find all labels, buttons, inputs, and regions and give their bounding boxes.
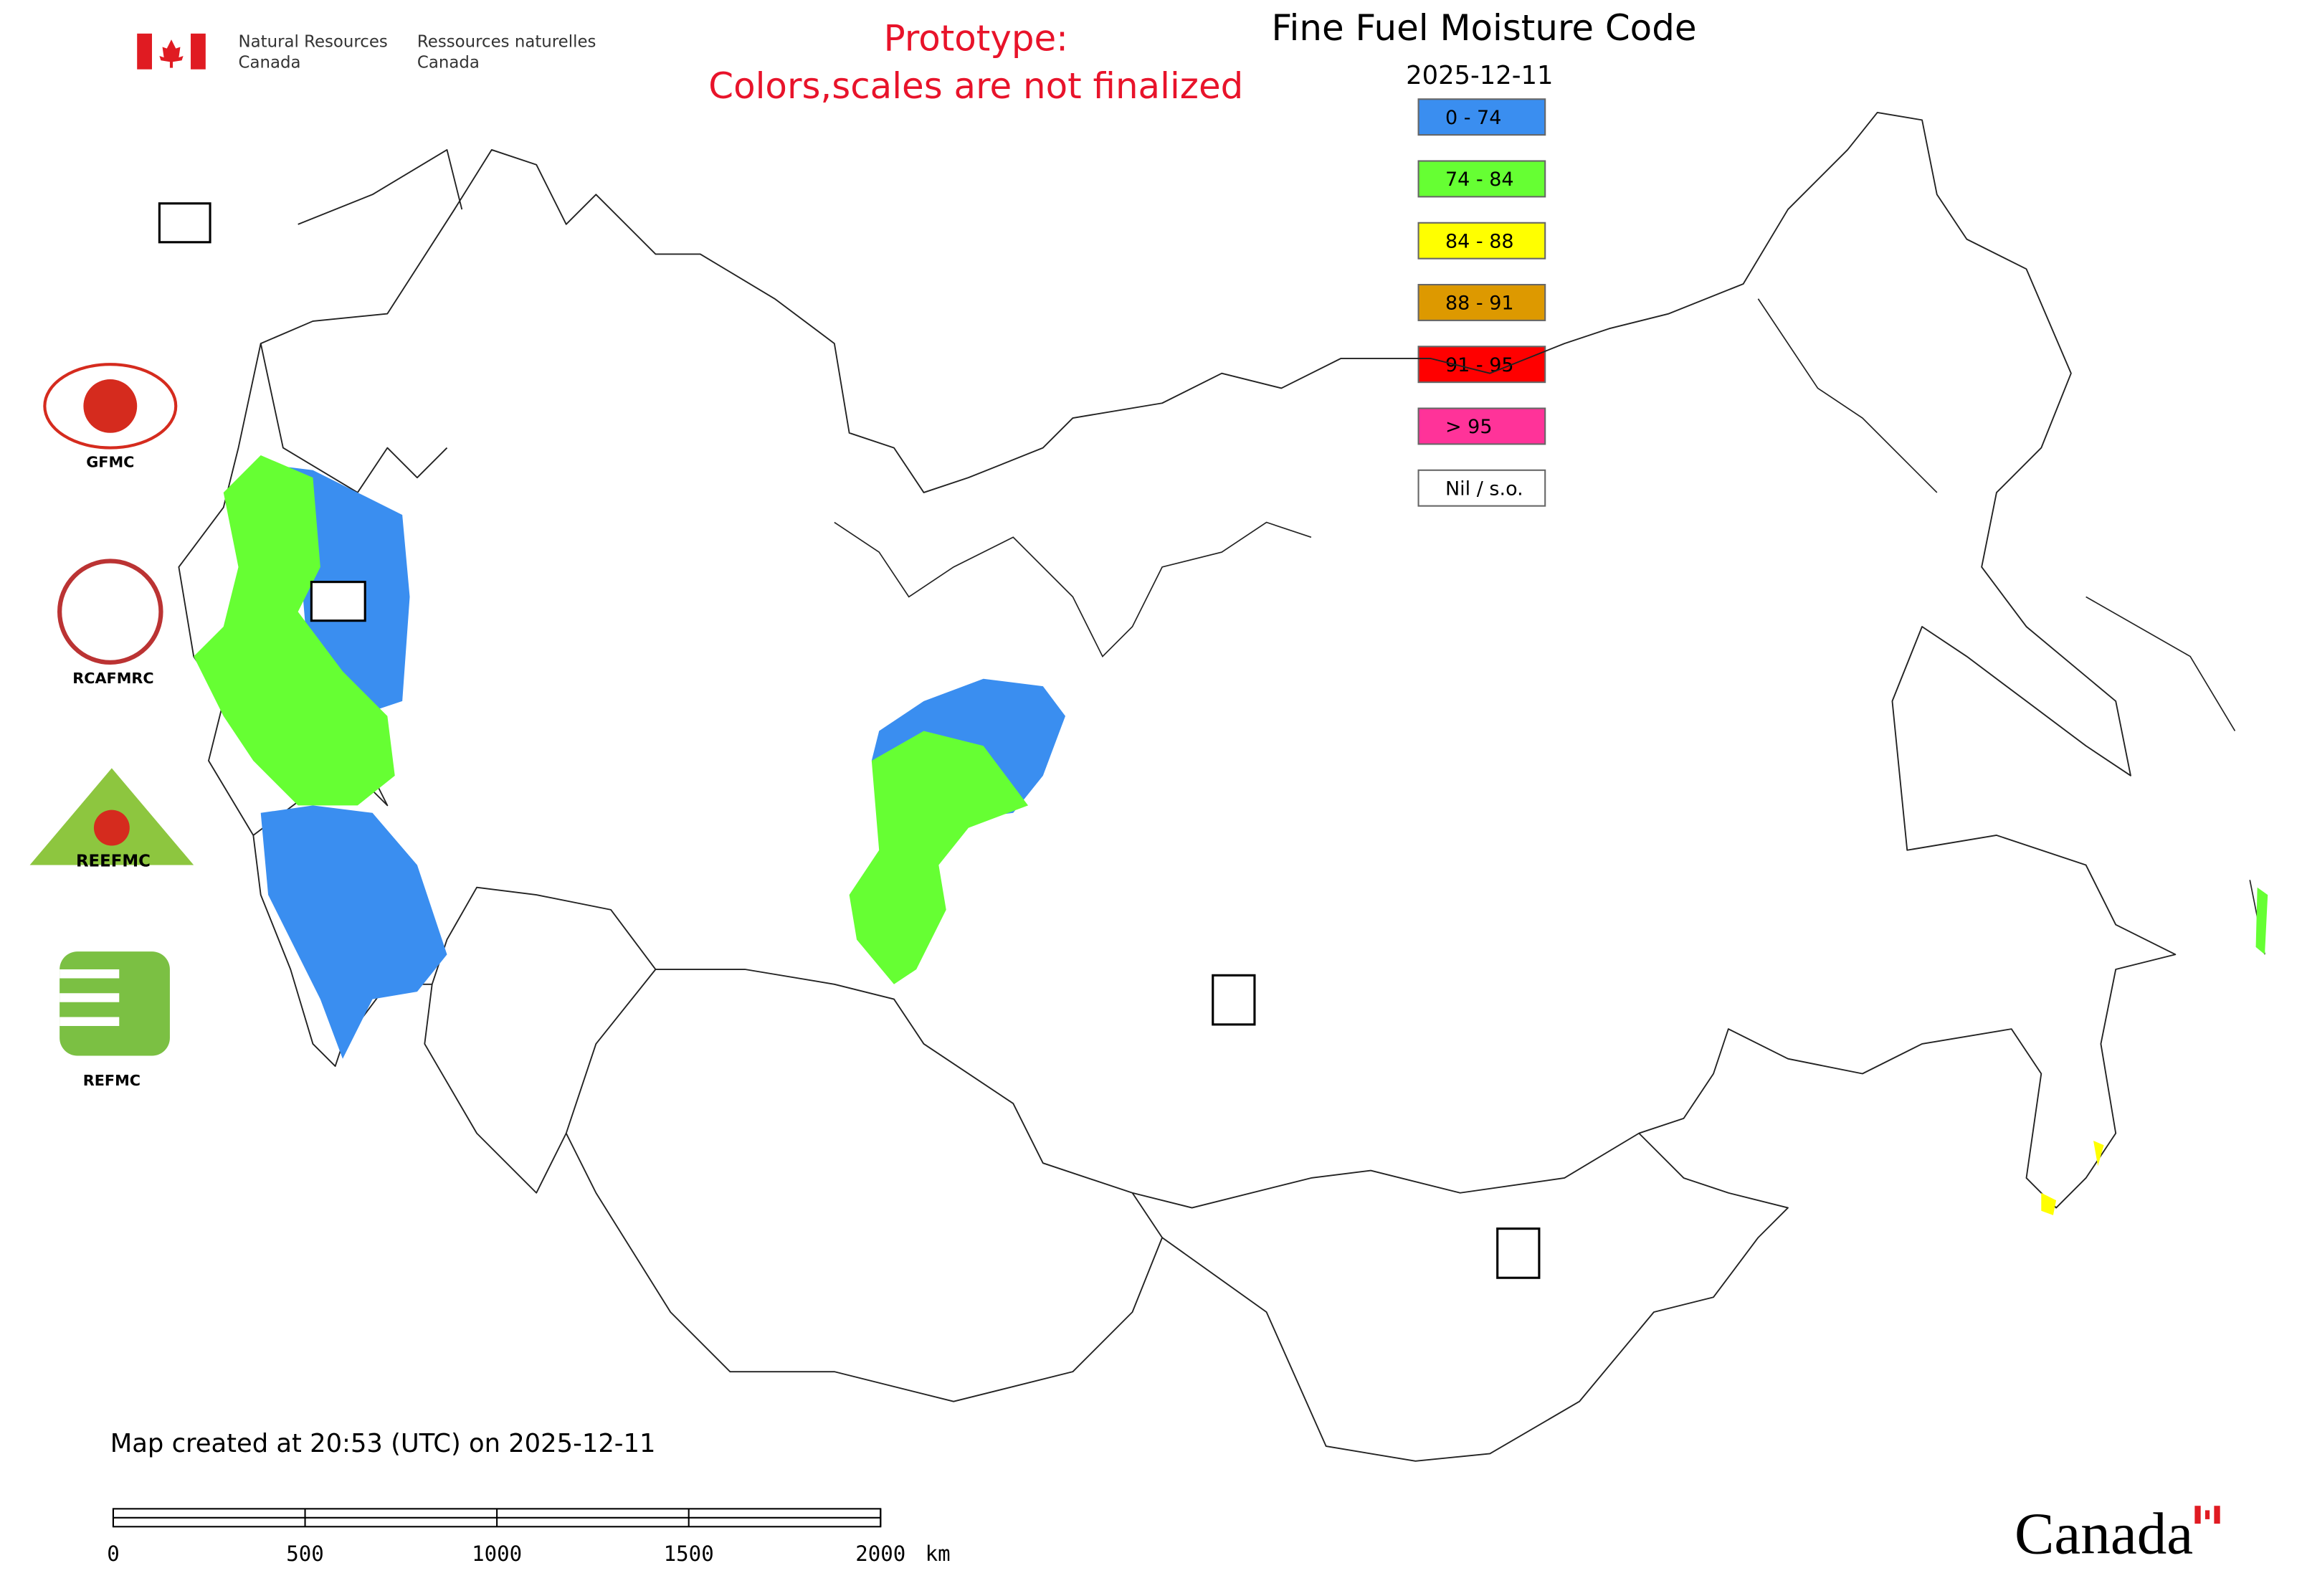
legend-swatch	[1417, 98, 1546, 136]
scale-tick-label: 1500	[664, 1542, 714, 1566]
logo-label: REFMC	[83, 1072, 141, 1089]
legend-swatch	[1417, 469, 1546, 507]
legend-swatch	[1417, 346, 1546, 384]
map-title: Fine Fuel Moisture Code	[1271, 7, 1696, 49]
legend-label: Nil / s.o.	[1445, 478, 1523, 500]
logo-label: RCAFMRC	[72, 670, 153, 687]
legend-label: 0 - 74	[1445, 107, 1501, 129]
scale-tick-label: 2000	[855, 1542, 905, 1566]
basemap	[178, 112, 2265, 1462]
scale-unit: km	[926, 1542, 951, 1566]
prototype-notice: Colors,scales are not finalized	[708, 65, 1243, 107]
legend-swatch	[1417, 222, 1546, 260]
agency-en: Natural Resources Canada	[239, 33, 388, 72]
canada-flag	[137, 33, 206, 70]
scale-tick-label: 0	[107, 1542, 120, 1566]
canada-wordmark-flag	[2194, 1506, 2220, 1524]
legend-label: 88 - 91	[1445, 293, 1514, 315]
agency-fr: Ressources naturelles Canada	[417, 33, 596, 72]
scale-tick-label: 500	[286, 1542, 324, 1566]
legend-swatch	[1417, 283, 1546, 321]
prototype-notice: Prototype:	[884, 18, 1068, 60]
legend-label: 74 - 84	[1445, 168, 1514, 191]
scale-tick-label: 1000	[472, 1542, 522, 1566]
logo-label: GFMC	[86, 454, 134, 471]
legend-swatch	[1417, 160, 1546, 198]
logos	[29, 202, 1541, 1279]
scale-bar: 0 500 1000 1500 2000 km	[107, 1508, 951, 1566]
legend-label: 84 - 88	[1445, 230, 1514, 252]
map-date: 2025-12-11	[1406, 61, 1553, 90]
legend-label: > 95	[1445, 416, 1493, 438]
logo-label: REEFMC	[76, 852, 151, 871]
canada-wordmark: Canada	[2015, 1501, 2193, 1567]
legend-swatch	[1417, 407, 1546, 445]
created-note: Map created at 20:53 (UTC) on 2025-12-11	[110, 1429, 656, 1458]
ffmc-regions	[194, 455, 2268, 1215]
